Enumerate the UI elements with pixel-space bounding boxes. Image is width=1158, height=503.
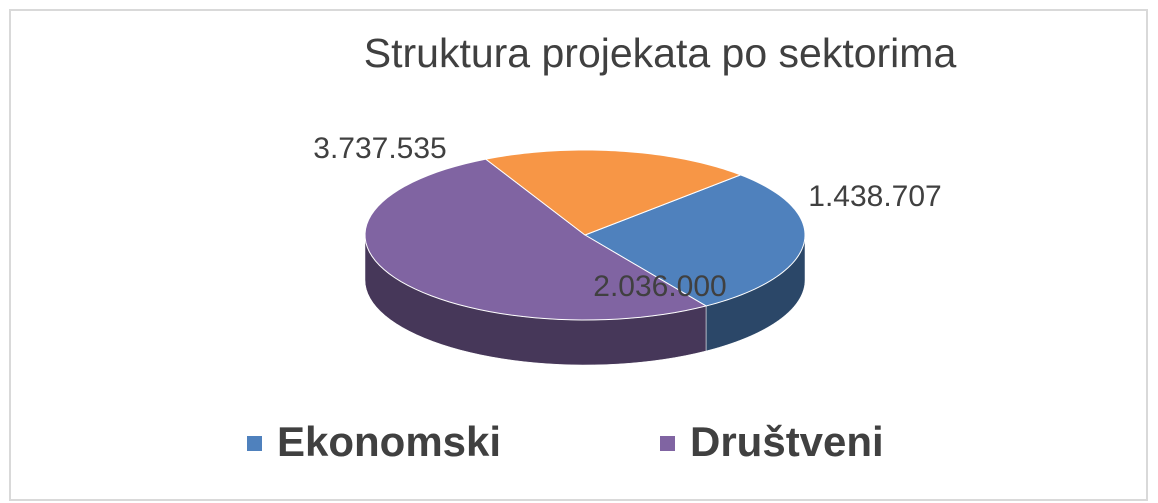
pie-slice (364, 158, 708, 321)
legend-swatch (247, 436, 262, 451)
pie-slice (583, 174, 806, 307)
data-label: 2.036.000 (593, 270, 726, 303)
legend-label: Ekonomski (277, 418, 501, 465)
legend-label: Društveni (690, 418, 884, 465)
pie-slice (484, 149, 742, 236)
legend-swatch (660, 436, 675, 451)
data-label: 3.737.535 (313, 132, 446, 165)
data-label: 1.438.707 (808, 180, 941, 213)
chart-title: Struktura projekata po sektorima (364, 30, 957, 76)
